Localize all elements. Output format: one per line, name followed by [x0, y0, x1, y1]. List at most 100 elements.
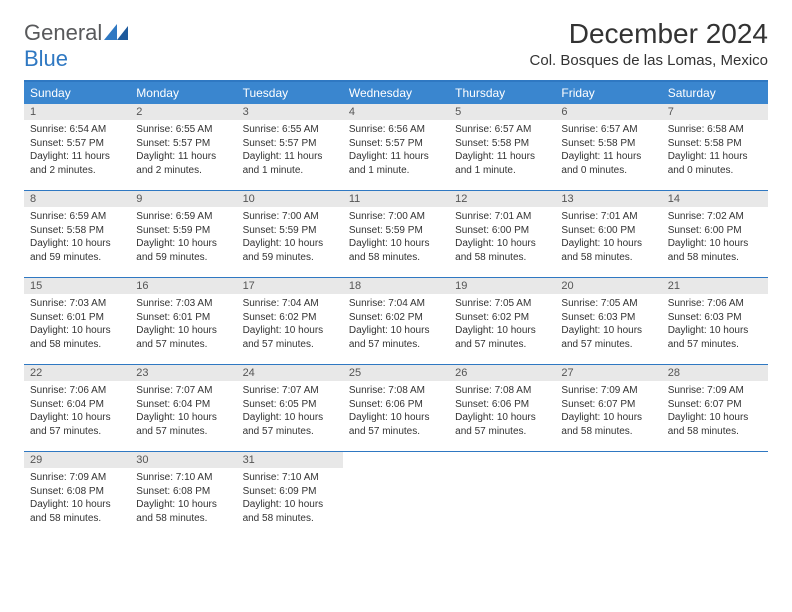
- day-number: 13: [555, 191, 661, 207]
- daylight-text: Daylight: 10 hours and 58 minutes.: [243, 498, 337, 525]
- day-cell: 25Sunrise: 7:08 AMSunset: 6:06 PMDayligh…: [343, 365, 449, 451]
- sunrise-text: Sunrise: 7:08 AM: [349, 384, 443, 398]
- day-header: Saturday: [662, 82, 768, 104]
- sunset-text: Sunset: 6:04 PM: [30, 398, 124, 412]
- sunrise-text: Sunrise: 7:05 AM: [561, 297, 655, 311]
- day-cell: 23 Sunrise: 7:07 AMSunset: 6:04 PMDayligh…: [130, 365, 236, 451]
- sunrise-text: Sunrise: 7:02 AM: [668, 210, 762, 224]
- daylight-text: Daylight: 10 hours and 58 minutes.: [30, 324, 124, 351]
- sunset-text: Sunset: 5:57 PM: [349, 137, 443, 151]
- day-body: Sunrise: 7:04 AMSunset: 6:02 PMDaylight:…: [237, 294, 343, 357]
- day-number: 22: [24, 365, 130, 381]
- daylight-text: Daylight: 10 hours and 57 minutes.: [455, 324, 549, 351]
- sunrise-text: Sunrise: 7:09 AM: [30, 471, 124, 485]
- weeks-container: 1Sunrise: 6:54 AMSunset: 5:57 PMDaylight…: [24, 104, 768, 538]
- sunset-text: Sunset: 5:57 PM: [30, 137, 124, 151]
- sunrise-text: Sunrise: 7:04 AM: [243, 297, 337, 311]
- logo-text: General Blue: [24, 18, 130, 72]
- day-cell: 5Sunrise: 6:57 AMSunset: 5:58 PMDaylight…: [449, 104, 555, 190]
- calendar-grid: SundayMondayTuesdayWednesdayThursdayFrid…: [24, 80, 768, 538]
- sunrise-text: Sunrise: 7:08 AM: [455, 384, 549, 398]
- day-number: 21: [662, 278, 768, 294]
- day-body: Sunrise: 7:09 AMSunset: 6:07 PMDaylight:…: [662, 381, 768, 444]
- day-body: Sunrise: 6:55 AMSunset: 5:57 PMDaylight:…: [130, 120, 236, 183]
- day-body: Sunrise: 7:09 AMSunset: 6:08 PMDaylight:…: [24, 468, 130, 531]
- sunset-text: Sunset: 6:03 PM: [668, 311, 762, 325]
- day-body: Sunrise: 7:00 AMSunset: 5:59 PMDaylight:…: [237, 207, 343, 270]
- day-header: Thursday: [449, 82, 555, 104]
- sunset-text: Sunset: 5:59 PM: [136, 224, 230, 238]
- day-body: Sunrise: 6:57 AMSunset: 5:58 PMDaylight:…: [555, 120, 661, 183]
- week-row: 8Sunrise: 6:59 AMSunset: 5:58 PMDaylight…: [24, 191, 768, 278]
- sunrise-text: Sunrise: 7:01 AM: [455, 210, 549, 224]
- sunset-text: Sunset: 6:02 PM: [455, 311, 549, 325]
- week-row: 1Sunrise: 6:54 AMSunset: 5:57 PMDaylight…: [24, 104, 768, 191]
- day-cell: 7Sunrise: 6:58 AMSunset: 5:58 PMDaylight…: [662, 104, 768, 190]
- sunrise-text: Sunrise: 6:57 AM: [455, 123, 549, 137]
- day-cell: 18Sunrise: 7:04 AMSunset: 6:02 PMDayligh…: [343, 278, 449, 364]
- empty-day-cell: [343, 452, 449, 538]
- sunrise-text: Sunrise: 6:57 AM: [561, 123, 655, 137]
- day-number: 4: [343, 104, 449, 120]
- week-row: 29Sunrise: 7:09 AMSunset: 6:08 PMDayligh…: [24, 452, 768, 538]
- day-number: 23: [130, 365, 236, 381]
- sunset-text: Sunset: 6:08 PM: [30, 485, 124, 499]
- day-number: 24: [237, 365, 343, 381]
- sunrise-text: Sunrise: 6:59 AM: [136, 210, 230, 224]
- day-cell: 4Sunrise: 6:56 AMSunset: 5:57 PMDaylight…: [343, 104, 449, 190]
- day-number: 9: [130, 191, 236, 207]
- day-cell: 1Sunrise: 6:54 AMSunset: 5:57 PMDaylight…: [24, 104, 130, 190]
- sunset-text: Sunset: 6:00 PM: [668, 224, 762, 238]
- sunset-text: Sunset: 6:07 PM: [561, 398, 655, 412]
- day-cell: 15Sunrise: 7:03 AMSunset: 6:01 PMDayligh…: [24, 278, 130, 364]
- sunset-text: Sunset: 5:58 PM: [30, 224, 124, 238]
- sunrise-text: Sunrise: 7:09 AM: [561, 384, 655, 398]
- empty-day-cell: [555, 452, 661, 538]
- day-body: Sunrise: 6:54 AMSunset: 5:57 PMDaylight:…: [24, 120, 130, 183]
- sunset-text: Sunset: 6:01 PM: [30, 311, 124, 325]
- sunrise-text: Sunrise: 7:07 AM: [136, 384, 230, 398]
- day-number: 5: [449, 104, 555, 120]
- day-body: Sunrise: 7:05 AMSunset: 6:02 PMDaylight:…: [449, 294, 555, 357]
- sunset-text: Sunset: 6:07 PM: [668, 398, 762, 412]
- sunset-text: Sunset: 6:02 PM: [349, 311, 443, 325]
- sunrise-text: Sunrise: 7:00 AM: [243, 210, 337, 224]
- daylight-text: Daylight: 11 hours and 0 minutes.: [668, 150, 762, 177]
- sunrise-text: Sunrise: 6:55 AM: [136, 123, 230, 137]
- sunrise-text: Sunrise: 6:56 AM: [349, 123, 443, 137]
- day-header: Wednesday: [343, 82, 449, 104]
- daylight-text: Daylight: 10 hours and 58 minutes.: [668, 411, 762, 438]
- daylight-text: Daylight: 10 hours and 58 minutes.: [668, 237, 762, 264]
- daylight-text: Daylight: 10 hours and 57 minutes.: [136, 411, 230, 438]
- sunrise-text: Sunrise: 6:54 AM: [30, 123, 124, 137]
- sunrise-text: Sunrise: 7:00 AM: [349, 210, 443, 224]
- day-body: Sunrise: 7:06 AMSunset: 6:04 PMDaylight:…: [24, 381, 130, 444]
- day-body: Sunrise: 7:03 AMSunset: 6:01 PMDaylight:…: [130, 294, 236, 357]
- day-body: Sunrise: 7:02 AMSunset: 6:00 PMDaylight:…: [662, 207, 768, 270]
- day-number: 28: [662, 365, 768, 381]
- empty-day-cell: [449, 452, 555, 538]
- sunset-text: Sunset: 6:08 PM: [136, 485, 230, 499]
- day-number: 10: [237, 191, 343, 207]
- day-number: 6: [555, 104, 661, 120]
- day-header: Friday: [555, 82, 661, 104]
- day-cell: 8Sunrise: 6:59 AMSunset: 5:58 PMDaylight…: [24, 191, 130, 277]
- sunset-text: Sunset: 6:04 PM: [136, 398, 230, 412]
- daylight-text: Daylight: 11 hours and 2 minutes.: [136, 150, 230, 177]
- day-body: Sunrise: 7:03 AMSunset: 6:01 PMDaylight:…: [24, 294, 130, 357]
- title-block: December 2024 Col. Bosques de las Lomas,…: [530, 18, 768, 69]
- logo: General Blue: [24, 18, 130, 72]
- day-cell: 14Sunrise: 7:02 AMSunset: 6:00 PMDayligh…: [662, 191, 768, 277]
- week-row: 15Sunrise: 7:03 AMSunset: 6:01 PMDayligh…: [24, 278, 768, 365]
- day-number: 30: [130, 452, 236, 468]
- day-cell: 28Sunrise: 7:09 AMSunset: 6:07 PMDayligh…: [662, 365, 768, 451]
- daylight-text: Daylight: 10 hours and 58 minutes.: [561, 237, 655, 264]
- day-body: Sunrise: 7:04 AMSunset: 6:02 PMDaylight:…: [343, 294, 449, 357]
- calendar-page: General Blue December 2024 Col. Bosques …: [0, 0, 792, 556]
- day-number: 7: [662, 104, 768, 120]
- sunset-text: Sunset: 5:59 PM: [243, 224, 337, 238]
- day-cell: 12Sunrise: 7:01 AMSunset: 6:00 PMDayligh…: [449, 191, 555, 277]
- day-number: 16: [130, 278, 236, 294]
- daylight-text: Daylight: 10 hours and 57 minutes.: [243, 411, 337, 438]
- day-cell: 21Sunrise: 7:06 AMSunset: 6:03 PMDayligh…: [662, 278, 768, 364]
